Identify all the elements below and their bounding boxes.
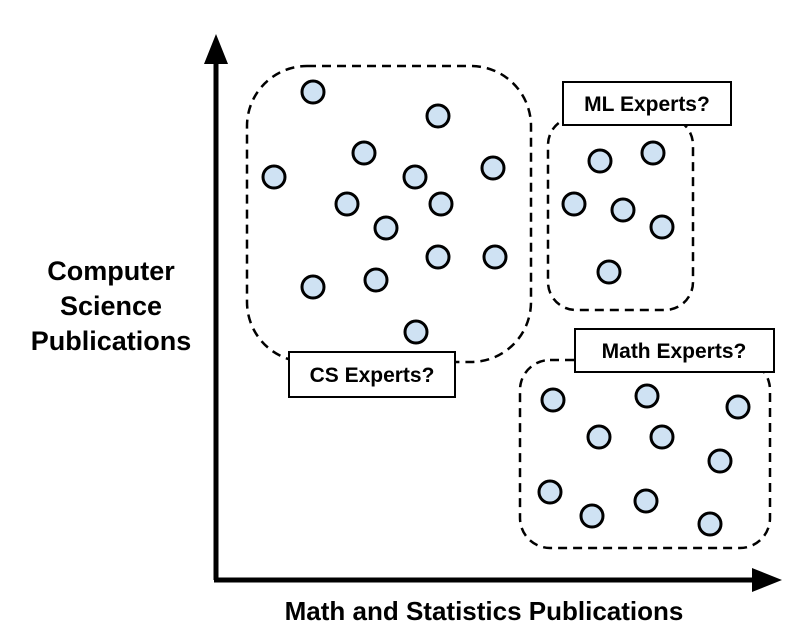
- ml-cluster-label: ML Experts?: [562, 81, 732, 126]
- expert-point: [640, 140, 666, 166]
- expert-point: [300, 79, 326, 105]
- expert-point: [707, 448, 733, 474]
- expert-point: [300, 274, 326, 300]
- math-cluster-points: [537, 383, 751, 537]
- axes: [204, 34, 782, 592]
- expert-point: [334, 191, 360, 217]
- math-label-text: Math Experts?: [602, 340, 747, 363]
- cs-cluster-points: [261, 79, 508, 345]
- cs-label-text: CS Experts?: [310, 364, 435, 387]
- expert-point: [537, 479, 563, 505]
- y-axis-title: Computer Science Publications: [31, 256, 192, 356]
- expert-point: [649, 214, 675, 240]
- expert-point: [633, 488, 659, 514]
- y-axis-title-line: Computer: [47, 256, 175, 286]
- expert-point: [480, 155, 506, 181]
- math-cluster-label: Math Experts?: [574, 328, 775, 373]
- label-box: [288, 351, 456, 398]
- y-axis-title-line: Publications: [31, 326, 192, 356]
- x-axis-arrow-icon: [752, 568, 782, 592]
- expert-point: [596, 259, 622, 285]
- expert-point: [363, 267, 389, 293]
- expert-point: [725, 394, 751, 420]
- expert-point: [579, 503, 605, 529]
- label-box: [574, 328, 775, 373]
- expert-point: [540, 387, 566, 413]
- expert-point: [403, 319, 429, 345]
- expert-point: [610, 197, 636, 223]
- expert-point: [634, 383, 660, 409]
- expert-point: [425, 244, 451, 270]
- expert-point: [425, 103, 451, 129]
- expert-point: [561, 191, 587, 217]
- cs-cluster-label: CS Experts?: [288, 351, 456, 398]
- ml-cluster-points: [561, 140, 675, 285]
- expert-point: [649, 424, 675, 450]
- expert-point: [428, 191, 454, 217]
- expert-point: [587, 148, 613, 174]
- label-box: [562, 81, 732, 126]
- ml-label-text: ML Experts?: [584, 93, 710, 116]
- expert-point: [697, 511, 723, 537]
- y-axis-arrow-icon: [204, 34, 228, 64]
- expert-point: [261, 164, 287, 190]
- expert-point: [351, 140, 377, 166]
- ml-cluster-boundary: [546, 115, 695, 312]
- y-axis-title-line: Science: [60, 291, 162, 321]
- x-axis-title: Math and Statistics Publications: [285, 596, 684, 626]
- expert-point: [482, 244, 508, 270]
- cs-cluster-boundary: [245, 64, 533, 364]
- expert-point: [402, 164, 428, 190]
- expert-point: [373, 215, 399, 241]
- expert-point: [586, 424, 612, 450]
